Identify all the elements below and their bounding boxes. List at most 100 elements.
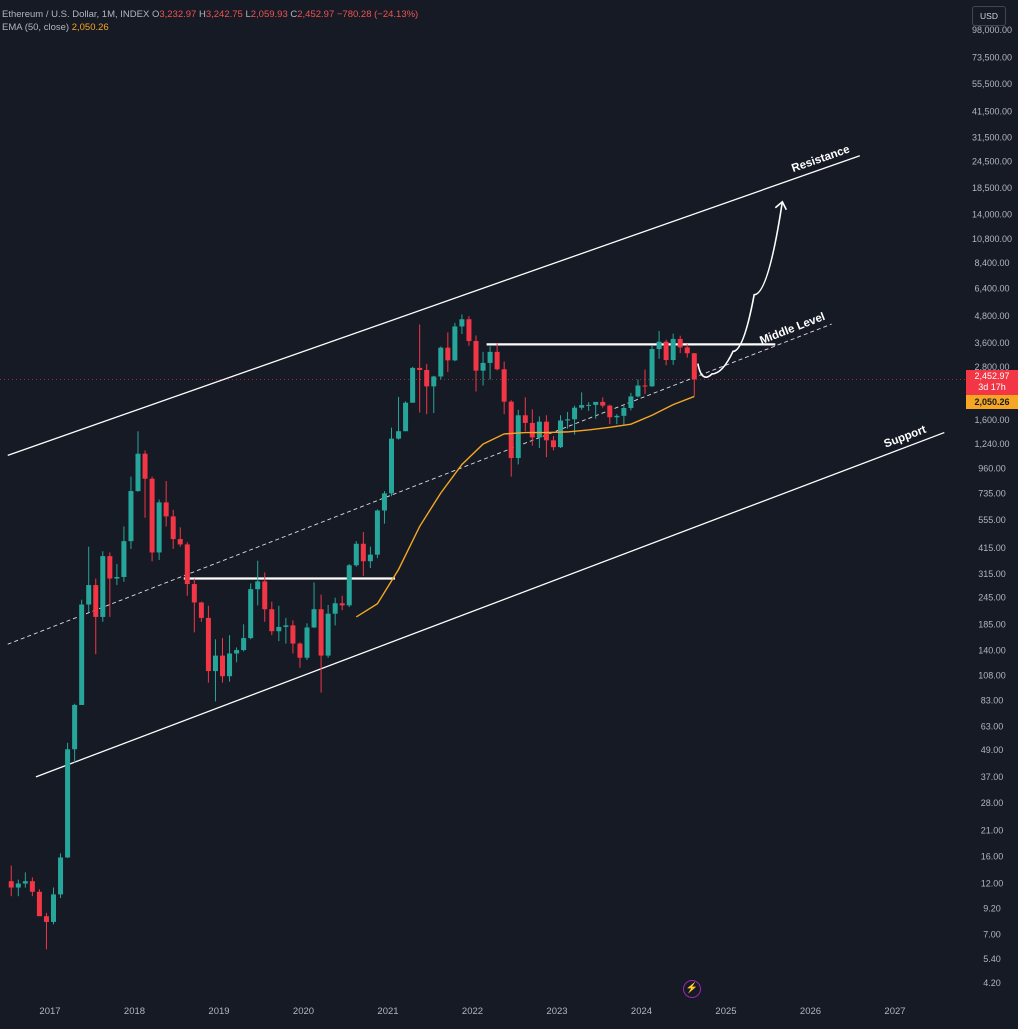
candle-body[interactable] [684, 347, 690, 354]
currency-button[interactable]: USD [972, 6, 1006, 26]
candle-body[interactable] [346, 565, 352, 606]
lightning-icon[interactable]: ⚡ [683, 980, 701, 998]
candle-body[interactable] [480, 362, 486, 371]
candle-body[interactable] [572, 407, 578, 420]
candle-body[interactable] [677, 338, 683, 348]
candle-body[interactable] [424, 369, 430, 387]
candle-body[interactable] [642, 385, 648, 387]
candle-body[interactable] [269, 609, 275, 632]
symbol-title[interactable]: Ethereum / U.S. Dollar, 1M, INDEX [2, 9, 150, 20]
candle-body[interactable] [170, 516, 176, 540]
candle-body[interactable] [621, 407, 627, 416]
candle-body[interactable] [241, 638, 247, 651]
candle-body[interactable] [163, 502, 169, 517]
candle-body[interactable] [445, 347, 451, 361]
candle-body[interactable] [374, 510, 380, 555]
candle-body[interactable] [389, 438, 394, 494]
candle-body[interactable] [212, 655, 218, 672]
candle-body[interactable] [501, 369, 507, 402]
candle-body[interactable] [8, 881, 14, 888]
candle-body[interactable] [100, 556, 106, 617]
candle-body[interactable] [628, 396, 634, 408]
candle-body[interactable] [565, 419, 571, 421]
candle-body[interactable] [290, 625, 296, 644]
candle-body[interactable] [353, 543, 359, 566]
candle-body[interactable] [191, 584, 197, 603]
candle-body[interactable] [198, 602, 204, 618]
candle-body[interactable] [494, 351, 500, 370]
candle-body[interactable] [558, 420, 563, 448]
candle-body[interactable] [318, 609, 324, 656]
candle-body[interactable] [367, 554, 373, 562]
candle-body[interactable] [381, 493, 387, 511]
candle-body[interactable] [142, 453, 148, 479]
candle-body[interactable] [114, 576, 120, 579]
ema-line[interactable] [355, 395, 695, 618]
candle-body[interactable] [691, 353, 697, 380]
candle-body[interactable] [403, 402, 409, 432]
candle-body[interactable] [550, 440, 556, 448]
candle-body[interactable] [466, 319, 472, 341]
candle-body[interactable] [339, 603, 345, 606]
candle-body[interactable] [93, 585, 99, 617]
resistance-line[interactable] [7, 155, 861, 457]
projection-arrow[interactable] [697, 201, 784, 378]
candle-body[interactable] [543, 421, 549, 441]
candle-body[interactable] [487, 351, 493, 363]
candle-body[interactable] [29, 881, 35, 892]
candle-body[interactable] [156, 502, 162, 553]
candle-body[interactable] [473, 340, 479, 371]
candle-body[interactable] [227, 653, 233, 677]
candle-body[interactable] [536, 421, 542, 438]
candle-body[interactable] [586, 404, 592, 406]
candle-body[interactable] [79, 604, 85, 705]
candle-body[interactable] [36, 891, 42, 917]
candle-body[interactable] [332, 603, 338, 614]
candle-body[interactable] [262, 581, 268, 610]
candle-body[interactable] [283, 625, 289, 627]
candle-body[interactable] [670, 338, 676, 361]
candle-body[interactable] [649, 349, 655, 387]
candle-body[interactable] [51, 894, 56, 922]
candle-body[interactable] [614, 415, 620, 418]
candle-body[interactable] [593, 401, 599, 405]
candle-body[interactable] [360, 543, 366, 562]
candle-body[interactable] [396, 431, 402, 439]
candle-body[interactable] [22, 881, 28, 884]
candle-body[interactable] [656, 341, 662, 350]
candle-body[interactable] [248, 589, 254, 639]
candle-body[interactable] [15, 883, 21, 888]
candle-body[interactable] [529, 422, 535, 438]
candle-body[interactable] [255, 581, 261, 590]
candle-body[interactable] [417, 367, 423, 370]
candle-body[interactable] [522, 415, 528, 423]
candle-body[interactable] [234, 650, 240, 654]
candle-body[interactable] [410, 367, 416, 403]
candle-body[interactable] [452, 326, 458, 361]
candle-body[interactable] [635, 385, 641, 397]
candle-body[interactable] [43, 916, 49, 922]
price-axis-panel[interactable] [966, 0, 1018, 1024]
candle-body[interactable] [508, 401, 514, 459]
candle-body[interactable] [58, 857, 64, 895]
candle-body[interactable] [121, 541, 127, 577]
candle-body[interactable] [86, 585, 92, 605]
candle-body[interactable] [276, 626, 282, 632]
candle-body[interactable] [459, 319, 465, 327]
candle-body[interactable] [149, 478, 155, 553]
candle-body[interactable] [325, 613, 331, 656]
candle-body[interactable] [438, 347, 444, 377]
candle-body[interactable] [431, 376, 437, 387]
candle-body[interactable] [177, 539, 183, 545]
time-axis-panel[interactable] [0, 1000, 1018, 1024]
candle-body[interactable] [205, 617, 211, 672]
candle-body[interactable] [515, 415, 521, 459]
candle-body[interactable] [135, 453, 141, 492]
candle-body[interactable] [600, 401, 606, 406]
candle-body[interactable] [311, 609, 317, 628]
support-line[interactable] [35, 431, 945, 778]
candle-body[interactable] [72, 704, 78, 750]
candle-body[interactable] [184, 544, 190, 585]
